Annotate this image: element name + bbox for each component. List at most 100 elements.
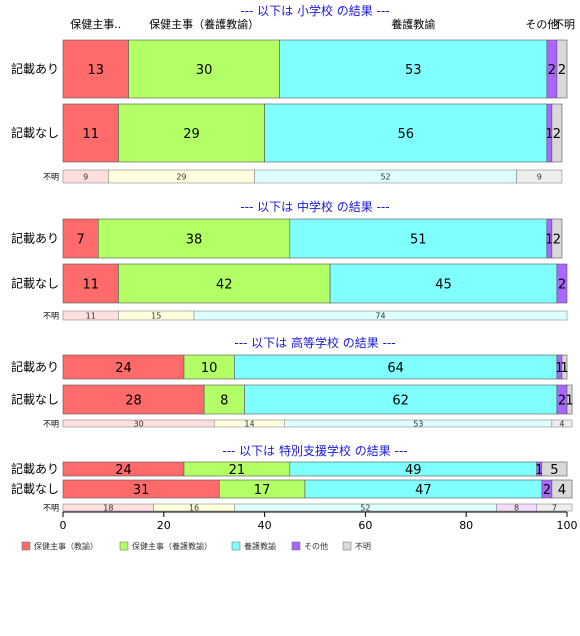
unknown-label-3-4: 7 xyxy=(552,504,557,513)
unknown-segment-1-2 xyxy=(193,310,568,321)
bar-segment-2-0-4 xyxy=(561,354,568,380)
data-label-3-1-2: 47 xyxy=(415,483,432,498)
data-label-3-0-4: 5 xyxy=(550,463,558,478)
bar-segment-0-1-0 xyxy=(62,103,119,163)
data-label-1-0-3: 1 xyxy=(545,233,553,248)
column-header-2: 養護教諭 xyxy=(391,17,435,31)
data-label-2-0-1: 10 xyxy=(201,361,218,376)
data-label-2-1-4: 1 xyxy=(565,394,573,409)
unknown-label-0-1: 29 xyxy=(176,173,186,182)
data-label-3-0-1: 21 xyxy=(229,463,246,478)
row-label-1-0: 記載あり xyxy=(11,231,59,246)
bar-segment-1-0-0 xyxy=(62,218,99,259)
column-header-0: 保健主事.. xyxy=(70,17,121,31)
data-label-1-0-2: 51 xyxy=(410,233,427,248)
data-label-3-0-0: 24 xyxy=(115,463,132,478)
unknown-label-1-2: 74 xyxy=(375,312,385,321)
panel-title-1: --- 以下は 中学校 の結果 --- xyxy=(240,199,389,214)
data-label-1-0-4: 2 xyxy=(553,233,561,248)
bar-segment-1-1-0 xyxy=(62,263,119,304)
data-label-1-0-0: 7 xyxy=(76,233,84,248)
legend-label-4: 不明 xyxy=(355,542,371,551)
data-label-0-1-1: 29 xyxy=(183,127,200,142)
bar-segment-3-1-4 xyxy=(551,479,573,499)
row-label-0-1: 記載なし xyxy=(11,125,59,140)
data-label-2-0-0: 24 xyxy=(115,361,132,376)
x-tick-label-1: 20 xyxy=(157,519,171,532)
bar-segment-1-1-3 xyxy=(556,263,568,304)
data-label-2-0-2: 64 xyxy=(387,361,404,376)
data-label-3-1-4: 4 xyxy=(558,483,566,498)
bar-segment-2-1-4 xyxy=(566,384,573,415)
legend-swatch-0 xyxy=(21,541,31,551)
bar-segment-1-1-1 xyxy=(118,263,331,304)
legend-swatch-2 xyxy=(231,541,241,551)
unknown-label-3-3: 8 xyxy=(514,504,519,513)
row-label-unknown-1: 不明 xyxy=(43,312,59,321)
bar-segment-1-0-1 xyxy=(97,218,291,259)
data-label-3-0-2: 49 xyxy=(405,463,422,478)
data-label-1-0-1: 38 xyxy=(186,233,203,248)
data-label-2-1-3: 2 xyxy=(558,394,566,409)
column-header-4: 不明 xyxy=(553,18,575,31)
bar-segment-3-0-4 xyxy=(541,461,568,477)
x-tick-label-4: 80 xyxy=(459,519,473,532)
legend-swatch-4 xyxy=(342,541,352,551)
data-label-2-1-2: 62 xyxy=(392,394,409,409)
data-label-0-1-4: 2 xyxy=(553,127,561,142)
data-label-0-0-2: 53 xyxy=(405,63,422,78)
unknown-label-0-2: 52 xyxy=(380,173,390,182)
row-label-2-1: 記載なし xyxy=(11,392,59,407)
unknown-segment-0-4 xyxy=(516,169,563,184)
data-label-0-1-0: 11 xyxy=(82,127,99,142)
legend-label-2: 養護教諭 xyxy=(244,541,276,551)
x-tick-label-3: 60 xyxy=(358,519,372,532)
data-label-3-1-3: 2 xyxy=(543,483,551,498)
row-label-unknown-2: 不明 xyxy=(43,420,59,429)
data-label-3-1-0: 31 xyxy=(133,483,150,498)
bar-segment-0-0-4 xyxy=(556,39,568,99)
data-label-1-1-0: 11 xyxy=(82,278,99,293)
row-label-unknown-0: 不明 xyxy=(43,173,59,182)
panel-title-2: --- 以下は 高等学校 の結果 --- xyxy=(234,335,395,350)
bar-segment-0-0-1 xyxy=(128,39,281,99)
x-tick-label-5: 100 xyxy=(557,519,578,532)
unknown-segment-3-4 xyxy=(536,503,573,512)
bar-segment-1-0-2 xyxy=(289,218,548,259)
row-label-3-0: 記載あり xyxy=(11,461,59,476)
unknown-label-0-0: 9 xyxy=(83,173,88,182)
data-label-0-0-1: 30 xyxy=(196,63,213,78)
legend-swatch-3 xyxy=(291,541,301,551)
legend-label-1: 保健主事（養護教諭） xyxy=(132,541,212,551)
unknown-label-2-2: 53 xyxy=(413,420,423,429)
bar-segment-2-0-0 xyxy=(62,354,185,380)
legend-label-3: その他 xyxy=(304,541,328,551)
bar-segment-1-1-2 xyxy=(329,263,558,304)
row-label-unknown-3: 不明 xyxy=(43,504,59,513)
unknown-label-1-0: 11 xyxy=(86,312,96,321)
data-label-2-0-3: 1 xyxy=(555,361,563,376)
data-label-1-1-3: 2 xyxy=(558,278,566,293)
unknown-segment-2-4 xyxy=(551,419,573,428)
bar-segment-0-1-2 xyxy=(264,103,548,163)
x-tick-label-0: 0 xyxy=(60,519,67,532)
x-tick-label-2: 40 xyxy=(258,519,272,532)
bar-segment-2-0-1 xyxy=(183,354,235,380)
data-label-0-1-2: 56 xyxy=(397,127,414,142)
row-label-3-1: 記載なし xyxy=(11,481,59,496)
unknown-label-3-1: 16 xyxy=(189,504,199,513)
row-label-1-1: 記載なし xyxy=(11,276,59,291)
unknown-label-2-1: 14 xyxy=(244,420,254,429)
unknown-label-0-4: 9 xyxy=(537,173,542,182)
data-label-3-0-3: 1 xyxy=(535,463,543,478)
panel-title-0: --- 以下は 小学校 の結果 --- xyxy=(240,3,389,18)
bar-segment-2-1-1 xyxy=(203,384,245,415)
column-header-3: その他 xyxy=(525,18,558,31)
column-header-1: 保健主事（養護教諭） xyxy=(149,17,259,31)
row-label-0-0: 記載あり xyxy=(11,61,59,76)
bar-segment-2-0-2 xyxy=(234,354,558,380)
data-label-1-1-1: 42 xyxy=(216,278,233,293)
bar-segment-0-1-1 xyxy=(118,103,265,163)
